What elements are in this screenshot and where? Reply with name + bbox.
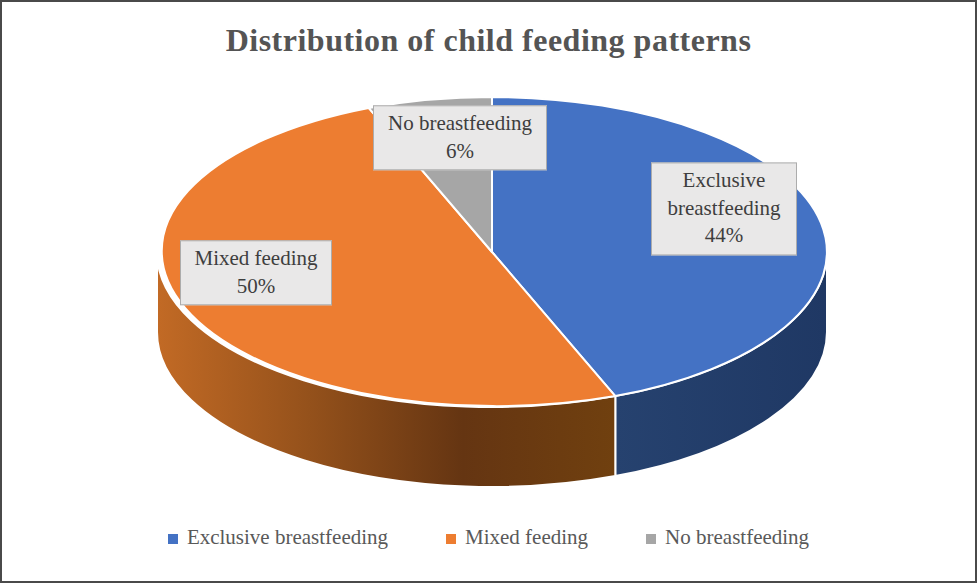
legend-label: Exclusive breastfeeding xyxy=(187,525,388,550)
legend-item-exclusive-breastfeeding[interactable]: Exclusive breastfeeding xyxy=(168,525,388,550)
data-label-percent: 6% xyxy=(384,138,536,166)
chart-canvas: Distribution of child feeding patterns N… xyxy=(0,0,977,583)
data-label-percent: 50% xyxy=(191,273,321,301)
legend-item-mixed-feeding[interactable]: Mixed feeding xyxy=(446,525,588,550)
data-label-mixed-feeding: Mixed feeding 50% xyxy=(180,240,332,305)
data-label-text: No breastfeeding xyxy=(388,111,532,135)
data-label-exclusive-breastfeeding: Exclusive breastfeeding 44% xyxy=(651,162,797,255)
chart-legend: Exclusive breastfeeding Mixed feeding No… xyxy=(2,525,975,550)
data-label-text: Mixed feeding xyxy=(194,246,317,270)
data-label-percent: 44% xyxy=(662,223,786,251)
legend-marker-square-icon xyxy=(646,534,656,544)
legend-marker-square-icon xyxy=(446,534,456,544)
data-label-no-breastfeeding: No breastfeeding 6% xyxy=(373,105,547,170)
legend-item-no-breastfeeding[interactable]: No breastfeeding xyxy=(646,525,809,550)
pie-chart-3d xyxy=(2,2,977,583)
legend-label: No breastfeeding xyxy=(665,525,809,550)
legend-marker-square-icon xyxy=(168,534,178,544)
data-label-text: Exclusive breastfeeding xyxy=(667,168,780,220)
legend-label: Mixed feeding xyxy=(465,525,588,550)
